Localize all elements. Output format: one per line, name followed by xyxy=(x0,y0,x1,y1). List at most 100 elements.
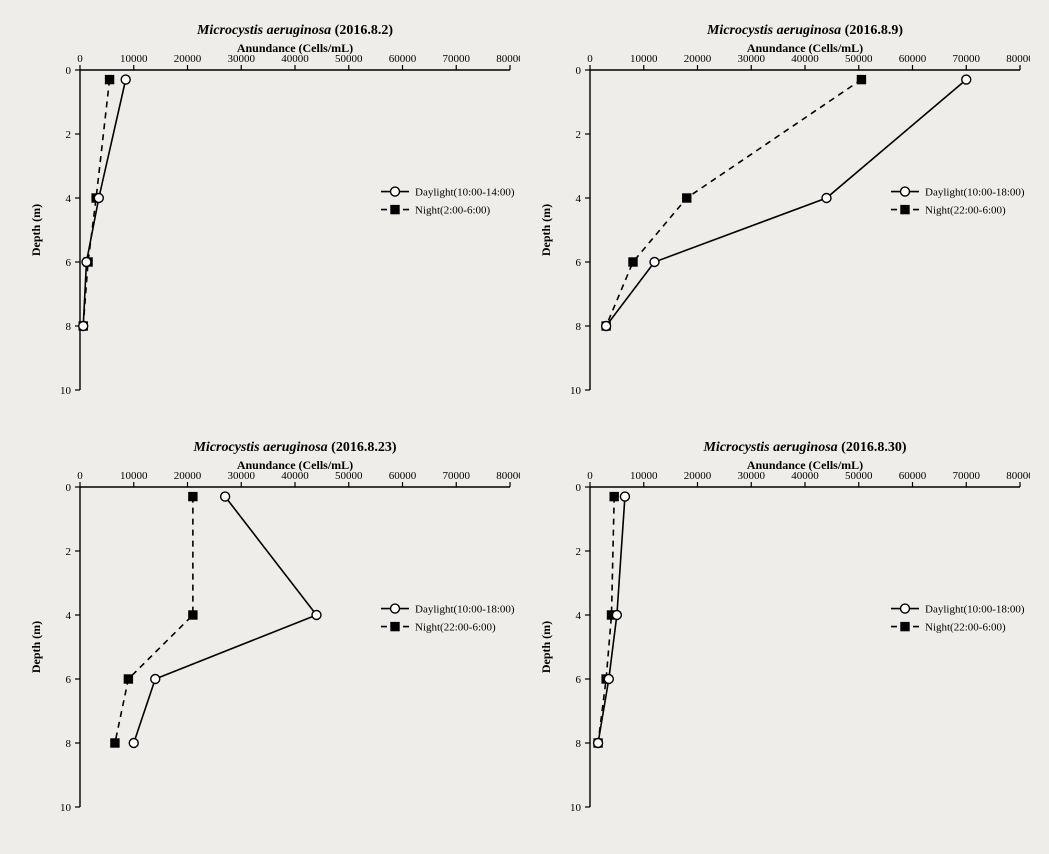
y-tick-label: 6 xyxy=(576,257,582,269)
x-tick-label: 10000 xyxy=(630,53,658,65)
x-tick-label: 20000 xyxy=(684,53,712,65)
y-tick-label: 0 xyxy=(66,482,72,494)
x-tick-label: 80000 xyxy=(1006,53,1030,65)
series-line-night xyxy=(606,80,861,326)
x-tick-label: 40000 xyxy=(791,470,819,482)
x-tick-label: 0 xyxy=(587,53,593,65)
legend-label-daylight: Daylight(10:00-18:00) xyxy=(925,604,1025,616)
y-tick-label: 2 xyxy=(576,129,582,141)
chart-svg: Microcystis aeruginosa (2016.8.2)Anundan… xyxy=(20,20,520,400)
x-tick-label: 40000 xyxy=(791,53,819,65)
x-tick-label: 30000 xyxy=(228,470,256,482)
legend-label-daylight: Daylight(10:00-18:00) xyxy=(415,604,515,616)
legend-label-daylight: Daylight(10:00-14:00) xyxy=(415,187,515,199)
x-tick-label: 10000 xyxy=(630,470,658,482)
x-tick-label: 60000 xyxy=(899,470,927,482)
series-marker-daylight xyxy=(312,611,321,620)
y-tick-label: 2 xyxy=(66,546,72,558)
y-tick-label: 4 xyxy=(576,193,582,205)
chart-title: Microcystis aeruginosa (2016.8.30) xyxy=(702,440,906,455)
y-tick-label: 10 xyxy=(570,802,582,814)
series-marker-daylight xyxy=(612,611,621,620)
chart-title: Microcystis aeruginosa (2016.8.23) xyxy=(192,440,396,455)
chart-panel-4: Microcystis aeruginosa (2016.8.30)Anunda… xyxy=(530,437,1030,834)
series-marker-night xyxy=(111,739,119,747)
y-axis-label: Depth (m) xyxy=(29,621,43,673)
y-tick-label: 2 xyxy=(576,546,582,558)
series-marker-daylight xyxy=(822,194,831,203)
x-tick-label: 30000 xyxy=(738,53,766,65)
legend-label-night: Night(22:00-6:00) xyxy=(925,205,1006,217)
y-axis-label: Depth (m) xyxy=(539,204,553,256)
series-marker-daylight xyxy=(962,75,971,84)
y-tick-label: 8 xyxy=(66,321,72,333)
y-tick-label: 4 xyxy=(66,193,72,205)
x-tick-label: 80000 xyxy=(1006,470,1030,482)
x-tick-label: 70000 xyxy=(953,470,981,482)
x-tick-label: 0 xyxy=(77,470,83,482)
x-tick-label: 10000 xyxy=(120,53,148,65)
x-tick-label: 50000 xyxy=(845,53,873,65)
x-tick-label: 30000 xyxy=(228,53,256,65)
series-marker-night xyxy=(629,258,637,266)
series-marker-night xyxy=(105,75,113,83)
legend: Daylight(10:00-18:00) Night(22:00-6:00) xyxy=(891,187,1025,217)
y-tick-label: 6 xyxy=(66,257,72,269)
x-tick-label: 70000 xyxy=(443,53,471,65)
x-tick-label: 0 xyxy=(587,470,593,482)
x-tick-label: 80000 xyxy=(496,53,520,65)
series-line-daylight xyxy=(83,80,125,326)
x-tick-label: 50000 xyxy=(335,53,363,65)
x-tick-label: 40000 xyxy=(281,53,309,65)
legend: Daylight(10:00-14:00)Night(2:00-6:00) xyxy=(381,187,515,217)
legend: Daylight(10:00-18:00) Night(22:00-6:00) xyxy=(381,604,515,634)
series-line-night xyxy=(598,497,614,743)
x-tick-label: 20000 xyxy=(174,470,202,482)
x-tick-label: 40000 xyxy=(281,470,309,482)
chart-panel-1: Microcystis aeruginosa (2016.8.2)Anundan… xyxy=(20,20,520,417)
legend: Daylight(10:00-18:00) Night(22:00-6:00) xyxy=(891,604,1025,634)
y-tick-label: 8 xyxy=(576,321,582,333)
legend-label-night: Night(22:00-6:00) xyxy=(415,622,496,634)
y-tick-label: 0 xyxy=(66,65,72,77)
y-tick-label: 10 xyxy=(60,802,72,814)
y-tick-label: 0 xyxy=(576,65,582,77)
x-tick-label: 10000 xyxy=(120,470,148,482)
chart-svg: Microcystis aeruginosa (2016.8.30)Anunda… xyxy=(530,437,1030,817)
y-tick-label: 10 xyxy=(60,385,72,397)
series-marker-daylight xyxy=(650,258,659,267)
y-tick-label: 4 xyxy=(66,610,72,622)
chart-title: Microcystis aeruginosa (2016.8.2) xyxy=(196,23,393,38)
y-tick-label: 2 xyxy=(66,129,72,141)
chart-grid: Microcystis aeruginosa (2016.8.2)Anundan… xyxy=(20,20,1029,834)
y-tick-label: 10 xyxy=(570,385,582,397)
y-tick-label: 6 xyxy=(66,674,72,686)
x-tick-label: 20000 xyxy=(174,53,202,65)
series-marker-daylight xyxy=(620,492,629,501)
series-marker-daylight xyxy=(82,258,91,267)
series-line-daylight xyxy=(134,497,317,743)
x-tick-label: 80000 xyxy=(496,470,520,482)
x-tick-label: 50000 xyxy=(845,470,873,482)
y-tick-label: 8 xyxy=(576,738,582,750)
x-tick-label: 60000 xyxy=(389,53,417,65)
series-marker-daylight xyxy=(79,322,88,331)
legend-label-night: Night(22:00-6:00) xyxy=(925,622,1006,634)
x-tick-label: 0 xyxy=(77,53,83,65)
y-axis-label: Depth (m) xyxy=(539,621,553,673)
y-tick-label: 4 xyxy=(576,610,582,622)
series-marker-night xyxy=(857,75,865,83)
x-tick-label: 70000 xyxy=(953,53,981,65)
series-marker-daylight xyxy=(604,675,613,684)
series-marker-night xyxy=(124,675,132,683)
chart-svg: Microcystis aeruginosa (2016.8.9)Anundan… xyxy=(530,20,1030,400)
series-marker-night xyxy=(189,611,197,619)
series-line-night xyxy=(115,497,193,743)
x-tick-label: 50000 xyxy=(335,470,363,482)
y-tick-label: 0 xyxy=(576,482,582,494)
chart-panel-2: Microcystis aeruginosa (2016.8.9)Anundan… xyxy=(530,20,1030,417)
x-tick-label: 70000 xyxy=(443,470,471,482)
y-tick-label: 6 xyxy=(576,674,582,686)
legend-label-daylight: Daylight(10:00-18:00) xyxy=(925,187,1025,199)
series-marker-daylight xyxy=(129,739,138,748)
